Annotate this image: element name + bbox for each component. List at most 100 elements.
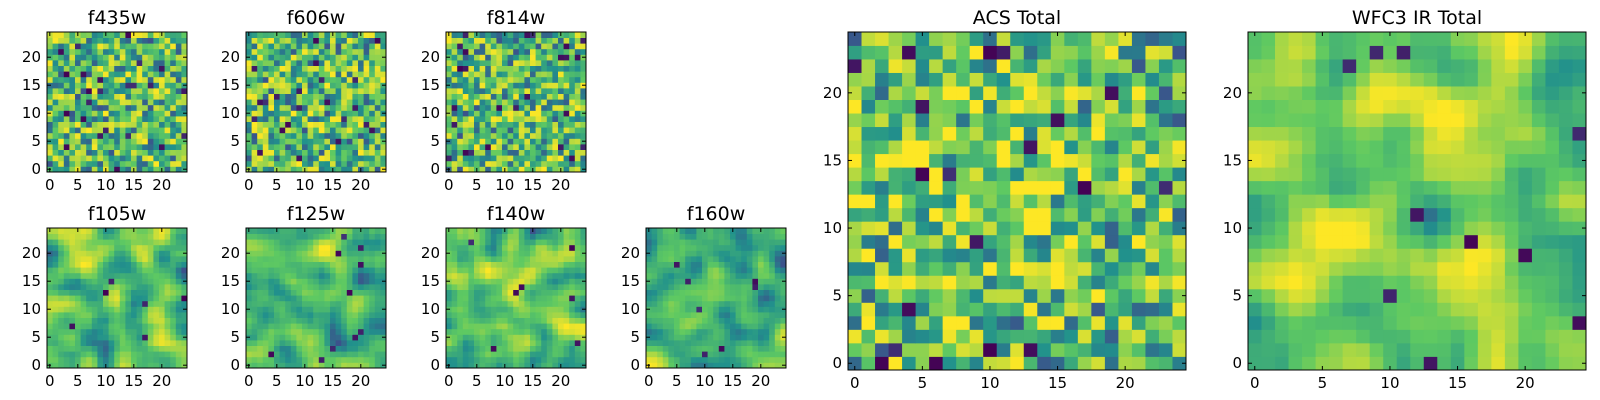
heatmap-cell: [279, 82, 286, 89]
heatmap-cell: [546, 345, 553, 352]
heatmap-cell: [75, 256, 81, 262]
heatmap-cell: [346, 317, 353, 324]
heatmap-cell: [358, 76, 364, 83]
heatmap-cell: [313, 65, 320, 72]
heatmap-cell: [346, 121, 353, 128]
heatmap-cell: [713, 300, 720, 307]
heatmap-cell: [474, 300, 480, 307]
heatmap-cell: [108, 256, 115, 262]
heatmap-cell: [457, 334, 464, 341]
heatmap-cell: [1145, 356, 1160, 371]
heatmap-cell: [763, 289, 770, 296]
heatmap-cell: [769, 256, 776, 262]
heatmap-cell: [769, 267, 776, 274]
heatmap-cell: [181, 132, 188, 139]
heatmap-cell: [541, 132, 548, 139]
heatmap-cell: [518, 233, 525, 240]
heatmap-cell: [735, 284, 742, 290]
heatmap-cell: [136, 228, 143, 234]
heatmap-cell: [58, 144, 65, 150]
heatmap-cell: [374, 233, 381, 240]
heatmap-cell: [330, 43, 336, 50]
heatmap-cell: [58, 60, 65, 66]
heatmap-cell: [131, 289, 137, 296]
heatmap-cell: [246, 300, 252, 307]
heatmap-cell: [763, 239, 770, 246]
heatmap-cell: [763, 267, 770, 274]
heatmap-cell: [181, 261, 188, 268]
heatmap-cell: [507, 267, 514, 274]
heatmap-cell: [103, 65, 109, 72]
heatmap-cell: [97, 138, 104, 145]
heatmap-cell: [369, 76, 376, 83]
heatmap-cell: [246, 239, 252, 246]
heatmap-cell: [563, 228, 570, 234]
heatmap-cell: [257, 60, 264, 66]
heatmap-cell: [380, 127, 387, 134]
heatmap-cell: [485, 138, 492, 145]
heatmap-cell: [290, 323, 297, 330]
heatmap-cell: [302, 60, 308, 66]
heatmap-cell: [142, 60, 149, 66]
heatmap-cell: [546, 121, 553, 128]
heatmap-cell: [668, 261, 675, 268]
heatmap-cell: [1172, 275, 1187, 290]
heatmap-cell: [546, 82, 553, 89]
heatmap-cell: [313, 323, 320, 330]
heatmap-cell: [457, 306, 464, 313]
heatmap-cell: [374, 278, 381, 285]
heatmap-cell: [479, 250, 486, 257]
heatmap-cell: [268, 48, 275, 55]
heatmap-cell: [164, 43, 171, 50]
heatmap-cell: [324, 317, 331, 324]
heatmap-cell: [861, 329, 876, 344]
heatmap-cell: [541, 127, 548, 134]
heatmap-cell: [530, 244, 536, 251]
heatmap-cell: [335, 278, 342, 285]
heatmap-cell: [569, 144, 576, 150]
heatmap-cell: [63, 144, 70, 150]
heatmap-cell: [474, 250, 480, 257]
heatmap-cell: [58, 284, 65, 290]
heatmap-cell: [63, 328, 70, 335]
heatmap-cell: [574, 48, 581, 55]
heatmap-cell: [446, 340, 452, 346]
heatmap-cell: [468, 144, 475, 150]
heatmap-cell: [108, 99, 115, 106]
heatmap-cell: [541, 71, 548, 78]
heatmap-cell: [91, 323, 98, 330]
heatmap-cell: [290, 121, 297, 128]
heatmap-cell: [257, 228, 264, 234]
heatmap-cell: [741, 284, 748, 290]
heatmap-cell: [541, 256, 548, 262]
heatmap-cell: [274, 345, 280, 352]
heatmap-cell: [969, 356, 984, 371]
heatmap-cell: [164, 93, 171, 100]
heatmap-cell: [485, 362, 492, 369]
heatmap-cell: [902, 221, 916, 236]
heatmap-cell: [774, 351, 781, 358]
heatmap-cell: [735, 261, 742, 268]
heatmap-cell: [142, 127, 149, 134]
heatmap-cell: [86, 328, 93, 335]
heatmap-cell: [446, 43, 452, 50]
heatmap-cell: [63, 110, 70, 117]
heatmap-cell: [552, 345, 559, 352]
heatmap-cell: [181, 127, 188, 134]
heatmap-cell: [324, 37, 331, 44]
heatmap-cell: [558, 239, 564, 246]
heatmap-cell: [164, 289, 171, 296]
heatmap-cell: [274, 43, 280, 50]
heatmap-cell: [657, 312, 664, 318]
heatmap-cell: [679, 261, 686, 268]
heatmap-cell: [485, 250, 492, 257]
heatmap-cell: [285, 272, 292, 279]
heatmap-cell: [307, 149, 314, 156]
heatmap-cell: [285, 239, 292, 246]
heatmap-cell: [262, 160, 269, 167]
heatmap-cell: [552, 356, 559, 363]
heatmap-cell: [307, 345, 314, 352]
heatmap-cell: [563, 65, 570, 72]
heatmap-cell: [159, 116, 165, 122]
heatmap-cell: [929, 234, 944, 249]
